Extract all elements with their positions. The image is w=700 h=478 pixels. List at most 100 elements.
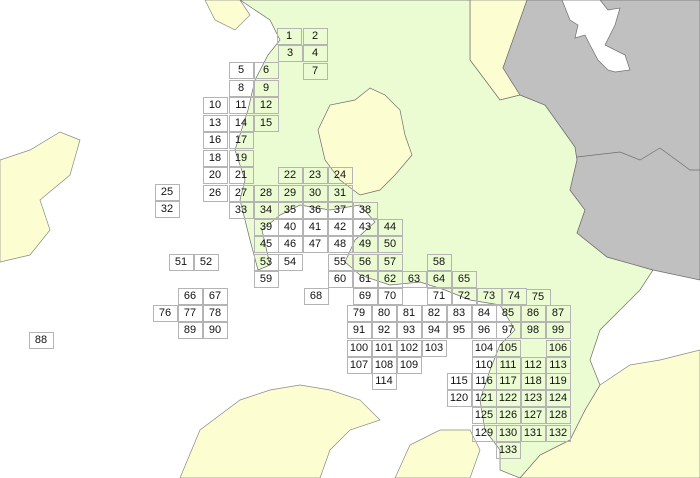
grid-cell-91[interactable]: 91 <box>346 321 372 339</box>
grid-cell-68[interactable]: 68 <box>303 287 329 305</box>
grid-cell-40[interactable]: 40 <box>277 218 303 236</box>
grid-cell-39[interactable]: 39 <box>253 218 279 236</box>
grid-cell-76[interactable]: 76 <box>152 304 178 322</box>
grid-cell-110[interactable]: 110 <box>471 356 497 374</box>
grid-cell-92[interactable]: 92 <box>371 321 397 339</box>
grid-cell-7[interactable]: 7 <box>302 62 328 80</box>
grid-cell-52[interactable]: 52 <box>193 253 219 271</box>
grid-cell-44[interactable]: 44 <box>377 218 403 236</box>
grid-cell-85[interactable]: 85 <box>495 304 521 322</box>
grid-cell-123[interactable]: 123 <box>520 389 546 407</box>
grid-cell-87[interactable]: 87 <box>545 304 571 322</box>
grid-cell-56[interactable]: 56 <box>352 253 378 271</box>
grid-cell-109[interactable]: 109 <box>396 356 422 374</box>
grid-cell-48[interactable]: 48 <box>327 235 353 253</box>
grid-cell-17[interactable]: 17 <box>228 131 254 149</box>
grid-cell-14[interactable]: 14 <box>228 114 254 132</box>
grid-cell-133[interactable]: 133 <box>495 441 521 459</box>
grid-cell-26[interactable]: 26 <box>202 184 228 202</box>
grid-cell-71[interactable]: 71 <box>426 287 452 305</box>
grid-cell-82[interactable]: 82 <box>421 304 447 322</box>
grid-cell-10[interactable]: 10 <box>202 96 228 114</box>
grid-cell-94[interactable]: 94 <box>421 321 447 339</box>
grid-cell-35[interactable]: 35 <box>277 201 303 219</box>
grid-cell-49[interactable]: 49 <box>352 235 378 253</box>
grid-cell-50[interactable]: 50 <box>377 235 403 253</box>
grid-cell-128[interactable]: 128 <box>545 406 571 424</box>
grid-cell-58[interactable]: 58 <box>426 253 452 271</box>
grid-cell-20[interactable]: 20 <box>202 166 228 184</box>
grid-cell-47[interactable]: 47 <box>302 235 328 253</box>
grid-cell-74[interactable]: 74 <box>501 287 527 305</box>
grid-cell-30[interactable]: 30 <box>302 184 328 202</box>
grid-cell-29[interactable]: 29 <box>277 184 303 202</box>
grid-cell-111[interactable]: 111 <box>495 356 521 374</box>
grid-cell-115[interactable]: 115 <box>446 372 472 390</box>
grid-cell-42[interactable]: 42 <box>327 218 353 236</box>
grid-cell-9[interactable]: 9 <box>253 79 279 97</box>
grid-cell-19[interactable]: 19 <box>228 149 254 167</box>
grid-cell-102[interactable]: 102 <box>396 339 422 357</box>
grid-cell-1[interactable]: 1 <box>276 27 302 45</box>
grid-cell-105[interactable]: 105 <box>495 339 521 357</box>
grid-cell-45[interactable]: 45 <box>253 235 279 253</box>
grid-cell-116[interactable]: 116 <box>471 372 497 390</box>
grid-cell-120[interactable]: 120 <box>446 389 472 407</box>
grid-cell-113[interactable]: 113 <box>545 356 571 374</box>
grid-cell-125[interactable]: 125 <box>471 406 497 424</box>
grid-cell-83[interactable]: 83 <box>446 304 472 322</box>
grid-cell-119[interactable]: 119 <box>545 372 571 390</box>
grid-cell-121[interactable]: 121 <box>471 389 497 407</box>
grid-cell-75[interactable]: 75 <box>525 288 551 306</box>
grid-cell-63[interactable]: 63 <box>401 270 427 288</box>
grid-cell-73[interactable]: 73 <box>476 287 502 305</box>
grid-cell-15[interactable]: 15 <box>253 114 279 132</box>
grid-cell-124[interactable]: 124 <box>545 389 571 407</box>
grid-cell-54[interactable]: 54 <box>277 253 303 271</box>
grid-cell-72[interactable]: 72 <box>451 287 477 305</box>
grid-cell-97[interactable]: 97 <box>495 321 521 339</box>
grid-cell-65[interactable]: 65 <box>451 270 477 288</box>
grid-cell-6[interactable]: 6 <box>253 61 279 79</box>
grid-cell-78[interactable]: 78 <box>202 304 228 322</box>
grid-cell-62[interactable]: 62 <box>377 270 403 288</box>
grid-cell-117[interactable]: 117 <box>495 372 521 390</box>
grid-cell-106[interactable]: 106 <box>545 339 571 357</box>
grid-cell-114[interactable]: 114 <box>371 372 397 390</box>
grid-cell-38[interactable]: 38 <box>352 201 378 219</box>
grid-cell-3[interactable]: 3 <box>277 44 303 62</box>
grid-cell-93[interactable]: 93 <box>396 321 422 339</box>
grid-cell-64[interactable]: 64 <box>426 270 452 288</box>
grid-cell-98[interactable]: 98 <box>520 321 546 339</box>
grid-cell-89[interactable]: 89 <box>177 321 203 339</box>
grid-cell-79[interactable]: 79 <box>346 304 372 322</box>
grid-cell-88[interactable]: 88 <box>28 331 54 349</box>
grid-cell-46[interactable]: 46 <box>277 235 303 253</box>
grid-cell-130[interactable]: 130 <box>495 424 521 442</box>
grid-cell-5[interactable]: 5 <box>228 61 254 79</box>
grid-cell-90[interactable]: 90 <box>202 321 228 339</box>
grid-cell-59[interactable]: 59 <box>253 270 279 288</box>
grid-cell-103[interactable]: 103 <box>421 339 447 357</box>
grid-cell-36[interactable]: 36 <box>302 201 328 219</box>
grid-cell-53[interactable]: 53 <box>253 253 279 271</box>
grid-cell-96[interactable]: 96 <box>471 321 497 339</box>
grid-cell-2[interactable]: 2 <box>302 27 328 45</box>
grid-cell-23[interactable]: 23 <box>302 166 328 184</box>
grid-cell-37[interactable]: 37 <box>327 201 353 219</box>
grid-cell-118[interactable]: 118 <box>520 372 546 390</box>
grid-cell-43[interactable]: 43 <box>352 218 378 236</box>
grid-cell-112[interactable]: 112 <box>520 356 546 374</box>
grid-cell-104[interactable]: 104 <box>471 339 497 357</box>
grid-cell-108[interactable]: 108 <box>371 356 397 374</box>
grid-cell-31[interactable]: 31 <box>327 184 353 202</box>
grid-cell-66[interactable]: 66 <box>177 287 203 305</box>
grid-cell-69[interactable]: 69 <box>352 287 378 305</box>
grid-cell-77[interactable]: 77 <box>177 304 203 322</box>
grid-cell-99[interactable]: 99 <box>545 321 571 339</box>
grid-cell-122[interactable]: 122 <box>495 389 521 407</box>
grid-cell-16[interactable]: 16 <box>202 131 228 149</box>
grid-cell-4[interactable]: 4 <box>302 44 328 62</box>
grid-cell-80[interactable]: 80 <box>371 304 397 322</box>
grid-cell-51[interactable]: 51 <box>168 253 194 271</box>
